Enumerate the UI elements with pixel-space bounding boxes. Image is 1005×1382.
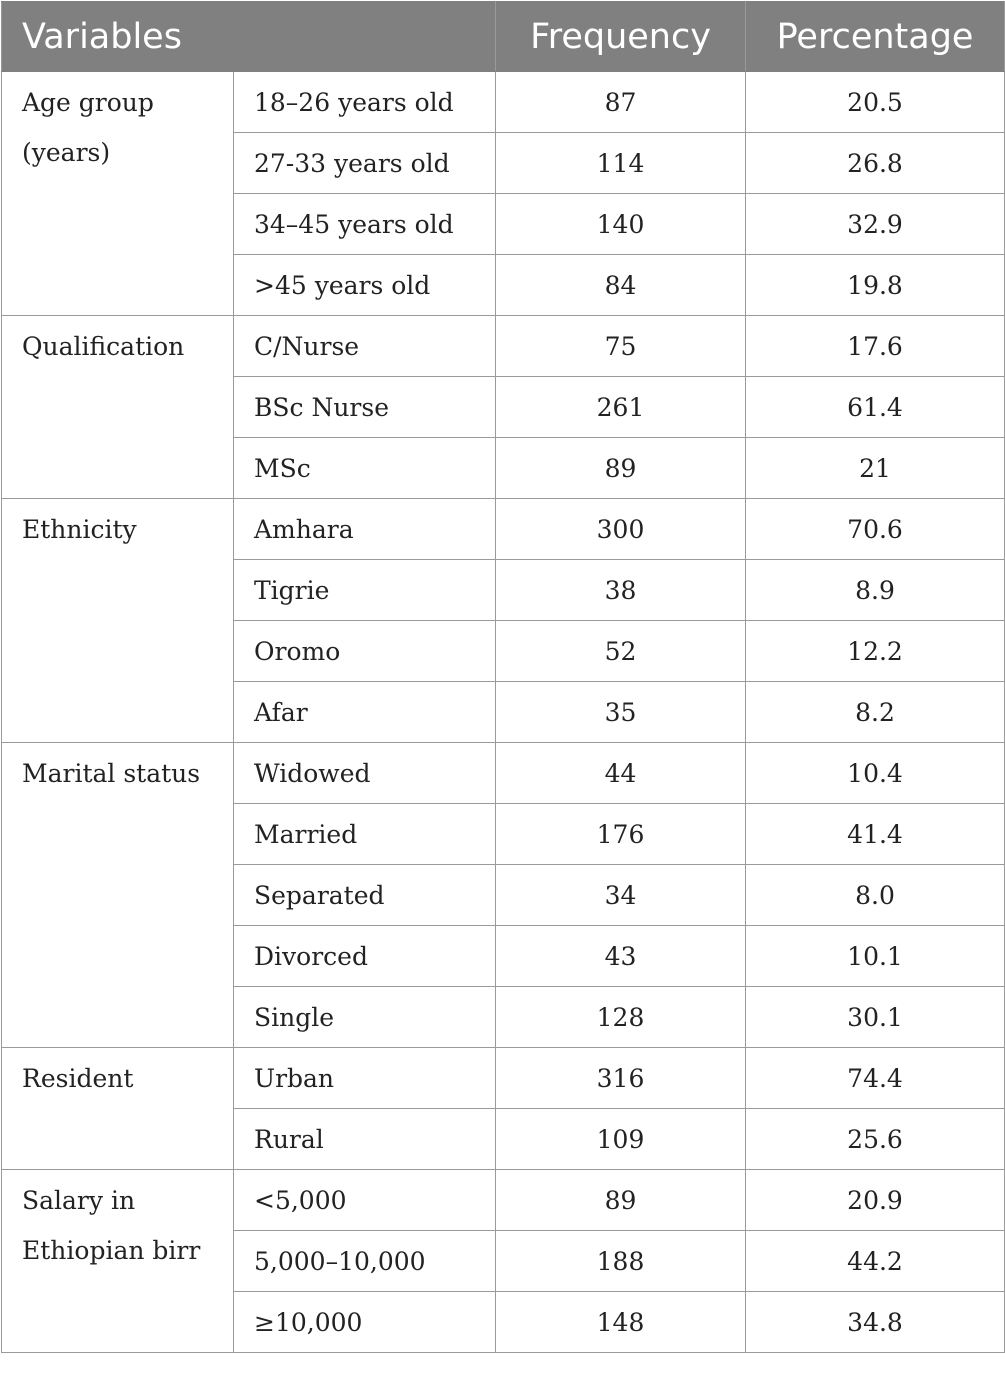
category-cell: Divorced [232,925,497,987]
percentage-cell: 25.6 [745,1108,1005,1170]
category-cell: Single [232,986,497,1048]
frequency-cell: 140 [495,193,747,255]
category-cell: ≥10,000 [232,1291,497,1353]
group-label: Resident [1,1047,234,1170]
frequency-cell: 109 [495,1108,747,1170]
demographics-table: Variables Frequency Percentage Age group… [0,1,1005,1353]
group-label: Salary in Ethiopian birr [1,1169,234,1353]
frequency-cell: 52 [495,620,747,682]
table-row: 27-33 years old 114 26.8 [2,132,1005,194]
percentage-cell: 10.4 [745,742,1005,804]
table-row: Rural 109 25.6 [2,1108,1005,1170]
percentage-cell: 44.2 [745,1230,1005,1292]
table-row: Qualification C/Nurse 75 17.6 [1,315,1005,499]
frequency-cell: 34 [495,864,747,926]
group-label: Ethnicity [1,498,234,743]
header-row: Variables Frequency Percentage [0,1,1005,72]
category-cell: BSc Nurse [232,376,497,438]
frequency-cell: 114 [495,132,747,194]
frequency-cell: 300 [495,498,747,560]
table-row: Oromo 52 12.2 [2,620,1005,682]
percentage-cell: 10.1 [745,925,1005,987]
percentage-cell: 74.4 [745,1047,1005,1109]
table-row: Single 128 30.1 [2,986,1005,1048]
table-row: Afar 35 8.2 [2,681,1005,743]
frequency-cell: 38 [495,559,747,621]
frequency-cell: 75 [495,315,747,377]
table-row: Age group (years) 18–26 years old 87 20.5 [1,71,1005,316]
table-row: ≥10,000 148 34.8 [2,1291,1005,1353]
category-cell: >45 years old [232,254,497,316]
header-variables: Variables [0,1,497,72]
frequency-cell: 44 [495,742,747,804]
frequency-cell: 84 [495,254,747,316]
percentage-cell: 17.6 [745,315,1005,377]
category-cell: Afar [232,681,497,743]
frequency-cell: 176 [495,803,747,865]
percentage-cell: 61.4 [745,376,1005,438]
table-row: Marital status Widowed 44 10.4 [1,742,1005,1048]
percentage-cell: 20.5 [745,71,1005,133]
category-cell: Amhara [232,498,497,560]
percentage-cell: 8.9 [745,559,1005,621]
category-cell: 5,000–10,000 [232,1230,497,1292]
category-cell: C/Nurse [232,315,497,377]
frequency-cell: 87 [495,71,747,133]
table-row: 5,000–10,000 188 44.2 [2,1230,1005,1292]
category-cell: Widowed [232,742,497,804]
percentage-cell: 32.9 [745,193,1005,255]
table-header: Variables Frequency Percentage [0,1,1005,72]
percentage-cell: 8.0 [745,864,1005,926]
frequency-cell: 43 [495,925,747,987]
header-frequency: Frequency [495,1,747,72]
category-cell: 34–45 years old [232,193,497,255]
percentage-cell: 41.4 [745,803,1005,865]
table-body: Age group (years) 18–26 years old 87 20.5 27… [1,71,1005,1353]
frequency-cell: 128 [495,986,747,1048]
group-label: Age group (years) [1,71,234,316]
frequency-cell: 148 [495,1291,747,1353]
category-cell: Oromo [232,620,497,682]
table-row: Resident Urban 316 74.4 [1,1047,1005,1170]
percentage-cell: 19.8 [745,254,1005,316]
table-row: MSc 89 21 [2,437,1005,499]
percentage-cell: 21 [745,437,1005,499]
frequency-cell: 188 [495,1230,747,1292]
header-percentage: Percentage [745,1,1005,72]
percentage-cell: 70.6 [745,498,1005,560]
category-cell: Married [232,803,497,865]
category-cell: <5,000 [232,1169,497,1231]
category-cell: 27-33 years old [232,132,497,194]
group-label: Marital status [1,742,234,1048]
table-row: Divorced 43 10.1 [2,925,1005,987]
category-cell: Urban [232,1047,497,1109]
table-row: Married 176 41.4 [2,803,1005,865]
category-cell: MSc [232,437,497,499]
category-cell: Tigrie [232,559,497,621]
frequency-cell: 316 [495,1047,747,1109]
percentage-cell: 30.1 [745,986,1005,1048]
percentage-cell: 34.8 [745,1291,1005,1353]
table-row: BSc Nurse 261 61.4 [2,376,1005,438]
frequency-cell: 35 [495,681,747,743]
percentage-cell: 12.2 [745,620,1005,682]
frequency-cell: 89 [495,437,747,499]
percentage-cell: 26.8 [745,132,1005,194]
category-cell: Separated [232,864,497,926]
category-cell: 18–26 years old [232,71,497,133]
percentage-cell: 8.2 [745,681,1005,743]
percentage-cell: 20.9 [745,1169,1005,1231]
category-cell: Rural [232,1108,497,1170]
frequency-cell: 89 [495,1169,747,1231]
table-row: Salary in Ethiopian birr <5,000 89 20.9 [1,1169,1005,1353]
table-row: Tigrie 38 8.9 [2,559,1005,621]
table-row: Ethnicity Amhara 300 70.6 [1,498,1005,743]
group-label: Qualification [1,315,234,499]
frequency-cell: 261 [495,376,747,438]
